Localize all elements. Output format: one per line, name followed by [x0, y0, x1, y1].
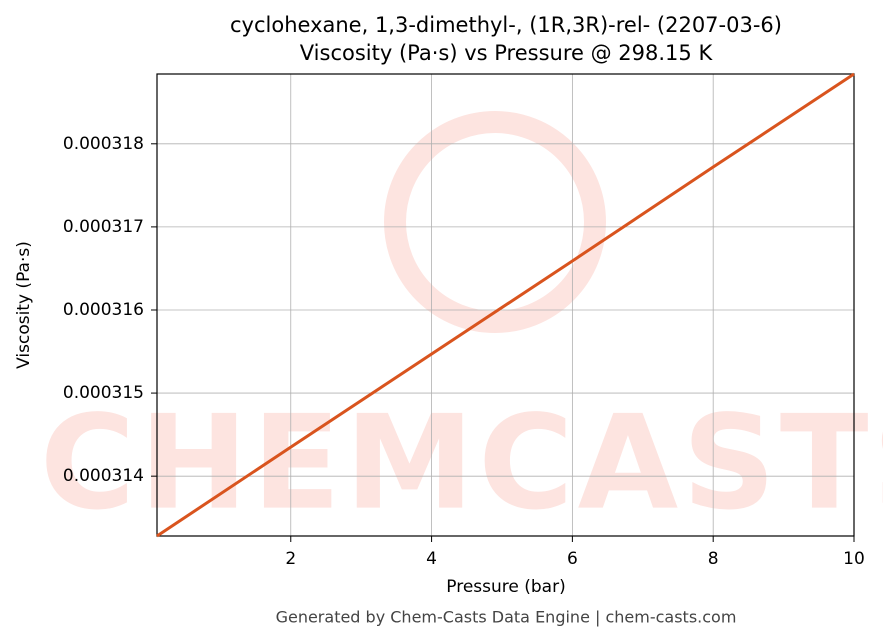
- x-tick-label: 6: [567, 549, 578, 569]
- y-tick-label: 0.000316: [63, 300, 144, 320]
- data-line: [156, 72, 855, 538]
- chart-title: cyclohexane, 1,3-dimethyl-, (1R,3R)-rel-…: [230, 13, 782, 37]
- plot-frame: [156, 73, 855, 537]
- y-tick-label: 0.000315: [63, 383, 144, 403]
- x-axis-label: Pressure (bar): [446, 577, 565, 597]
- x-tick-label: 8: [708, 549, 719, 569]
- y-tick-label: 0.000314: [63, 466, 144, 486]
- watermark-logo: [384, 111, 606, 333]
- y-tick-label: 0.000317: [63, 217, 144, 237]
- y-axis-label: Viscosity (Pa·s): [14, 241, 34, 369]
- x-tick-label: 10: [843, 549, 865, 569]
- y-tick-label: 0.000318: [63, 134, 144, 154]
- chart-subtitle: Viscosity (Pa·s) vs Pressure @ 298.15 K: [300, 41, 714, 65]
- x-tick-label: 4: [426, 549, 437, 569]
- x-tick-label: 2: [285, 549, 296, 569]
- footer: Generated by Chem-Casts Data Engine | ch…: [276, 608, 737, 627]
- watermark: CHEMCASTS: [40, 387, 883, 539]
